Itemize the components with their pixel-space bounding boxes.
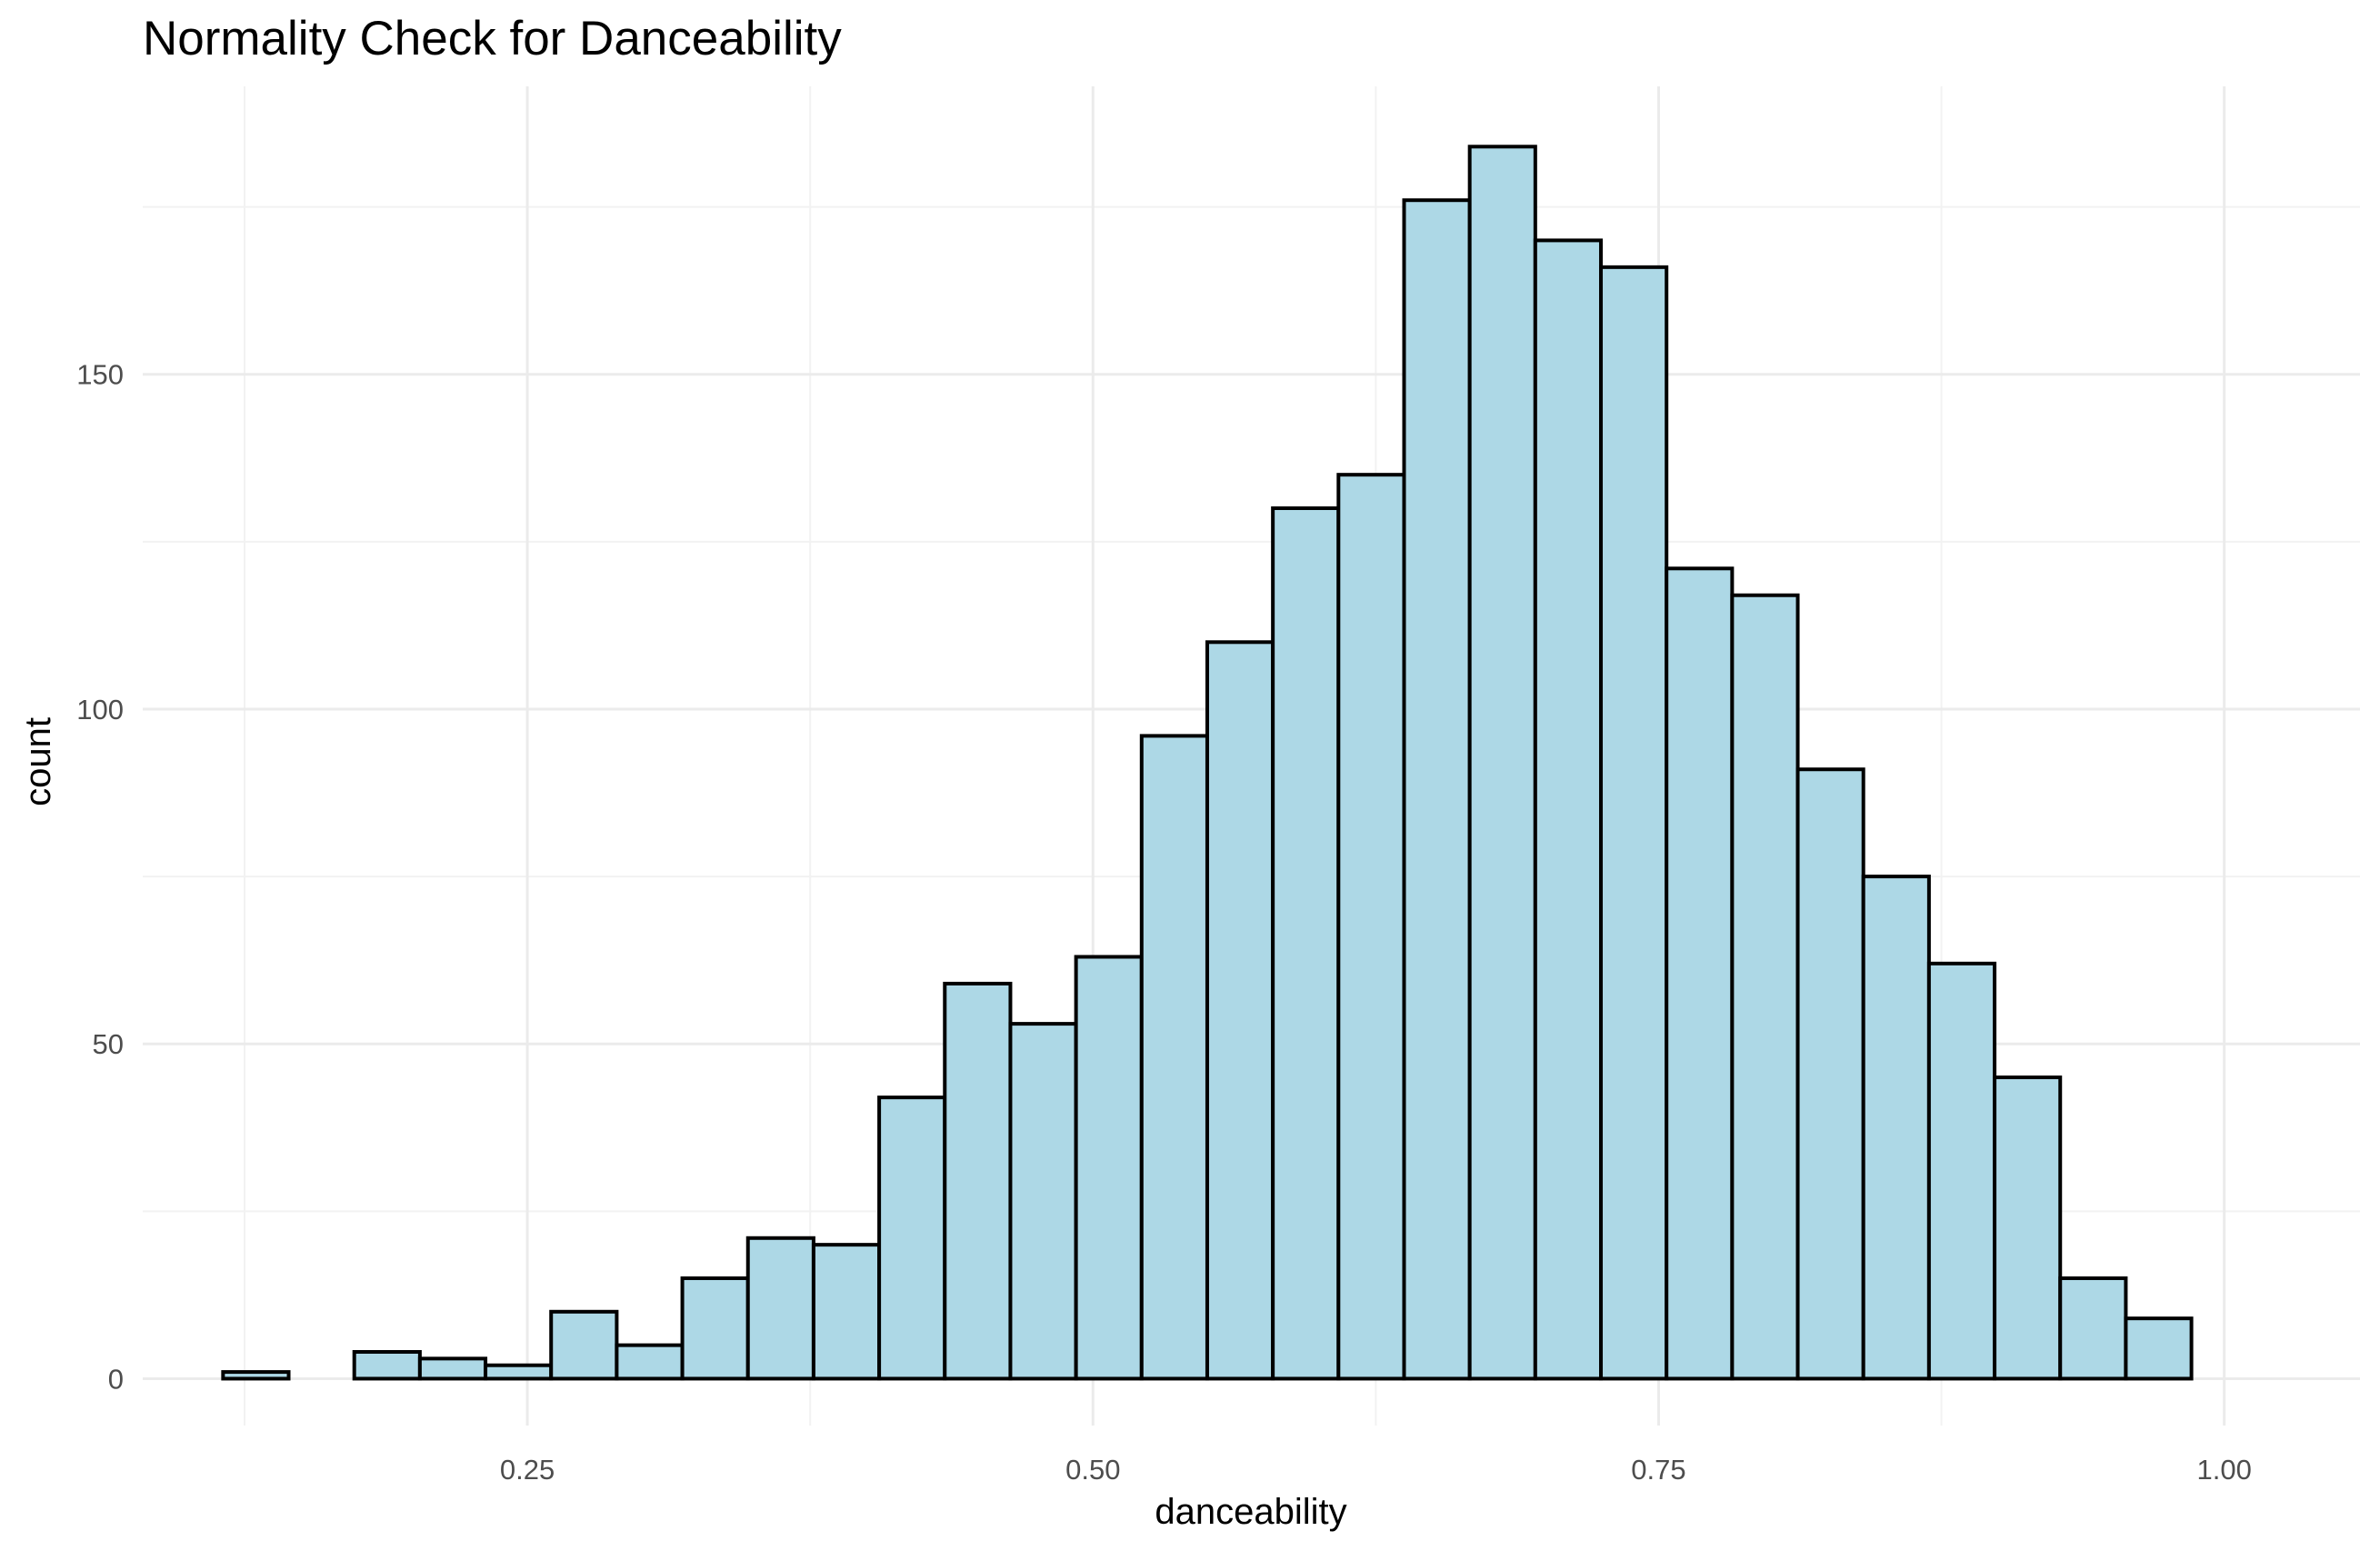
histogram-bar: [680, 1276, 750, 1381]
histogram-bar: [1008, 1022, 1078, 1381]
histogram-bar: [352, 1349, 422, 1381]
histogram-bar: [484, 1363, 554, 1381]
y-axis-tick-labels: 0 50 100 150: [76, 359, 124, 1396]
y-tick-label: 0: [108, 1363, 124, 1395]
histogram-bar: [1730, 593, 1800, 1381]
x-axis-tick-labels: 0.25 0.50 0.75 1.00: [500, 1454, 2252, 1486]
y-tick-label: 150: [76, 359, 124, 391]
x-tick-label: 0.75: [1631, 1454, 1685, 1486]
histogram-bar: [1599, 265, 1669, 1381]
histogram-bar: [2058, 1276, 2128, 1381]
histogram-bar: [811, 1243, 882, 1381]
histogram-bar: [1402, 198, 1472, 1381]
histogram-bar: [221, 1370, 291, 1381]
histogram-bar: [1467, 145, 1537, 1381]
histogram-bar: [1533, 238, 1604, 1381]
histogram-bar: [745, 1236, 815, 1381]
histogram-bar: [417, 1356, 488, 1381]
histogram-bar: [549, 1309, 619, 1381]
histogram-bar: [1336, 473, 1406, 1381]
histogram-bar: [1139, 734, 1209, 1381]
histogram-bar: [943, 981, 1013, 1381]
histogram-bar: [1795, 767, 1865, 1381]
y-tick-label: 50: [93, 1028, 124, 1060]
histogram-bars: [221, 145, 2194, 1381]
histogram-bar: [1665, 566, 1735, 1381]
chart-title: Normality Check for Danceability: [143, 12, 842, 65]
y-tick-label: 100: [76, 694, 124, 725]
histogram-bar: [2124, 1316, 2194, 1381]
x-tick-label: 1.00: [2197, 1454, 2252, 1486]
x-tick-label: 0.25: [500, 1454, 555, 1486]
histogram-bar: [877, 1096, 947, 1381]
histogram-bar: [1926, 961, 1997, 1381]
histogram-bar: [1993, 1076, 2063, 1381]
x-tick-label: 0.50: [1065, 1454, 1120, 1486]
histogram-bar: [1861, 875, 1931, 1381]
histogram-bar: [615, 1343, 685, 1381]
histogram-bar: [1074, 955, 1144, 1381]
histogram-bar: [1271, 505, 1341, 1381]
histogram-bar: [1205, 640, 1275, 1381]
x-axis-title: danceability: [1155, 1492, 1346, 1532]
y-axis-title: count: [18, 717, 58, 806]
